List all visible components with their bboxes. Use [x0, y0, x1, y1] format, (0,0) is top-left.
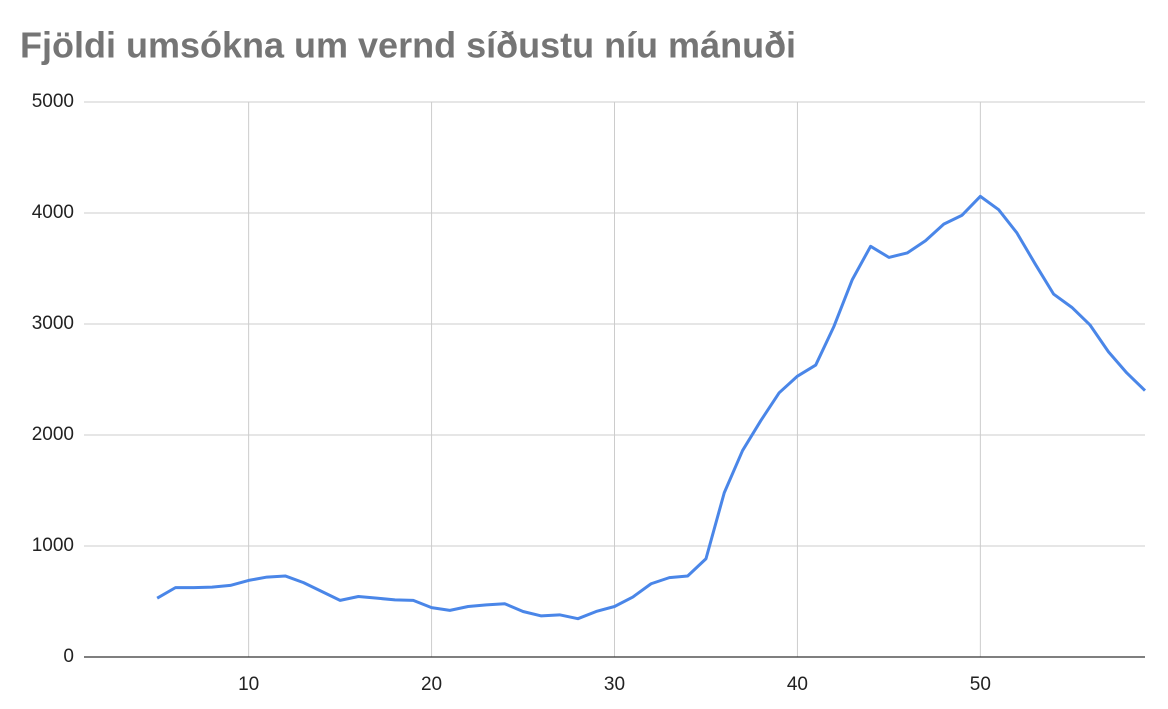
y-tick-label: 0	[63, 646, 74, 667]
line	[156, 194, 1147, 621]
chart-title: Fjöldi umsókna um vernd síðustu níu mánu…	[20, 25, 796, 66]
y-tick-label: 3000	[32, 313, 74, 334]
x-tick-label: 20	[421, 674, 442, 695]
y-tick-label: 2000	[32, 424, 74, 445]
y-tick-label: 1000	[32, 535, 74, 556]
y-tick-label: 5000	[32, 91, 74, 112]
y-tick-label: 4000	[32, 202, 74, 223]
x-tick-label: 10	[238, 674, 259, 695]
x-tick-label: 50	[970, 674, 991, 695]
x-tick-label: 30	[604, 674, 625, 695]
x-tick-label: 40	[787, 674, 808, 695]
